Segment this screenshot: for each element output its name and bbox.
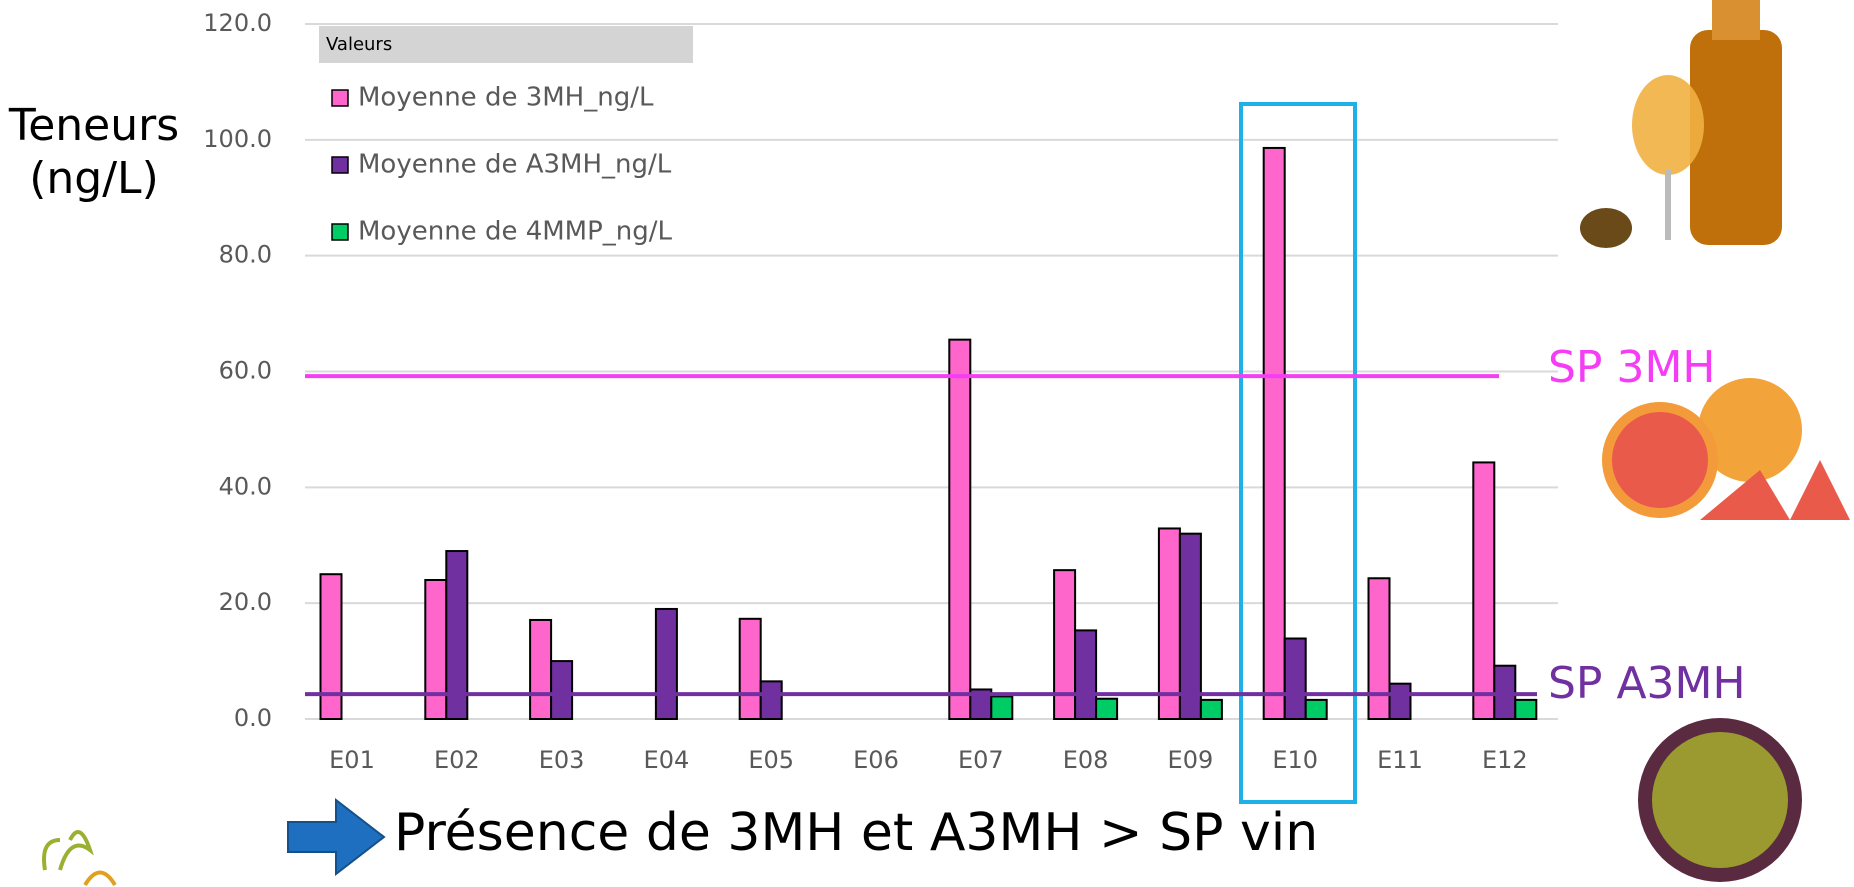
legend-label: Moyenne de 4MMP_ng/L	[358, 217, 673, 247]
x-tick-label: E09	[1168, 746, 1214, 774]
legend-swatch	[331, 89, 349, 107]
grapefruit-flesh	[1612, 412, 1708, 508]
bar	[445, 550, 469, 721]
highlight-box	[1239, 102, 1357, 804]
passion-fruit-flesh	[1652, 732, 1788, 868]
bar	[654, 607, 678, 720]
legend-swatch	[331, 156, 349, 174]
bar	[1472, 461, 1496, 720]
grapefruit-slice	[1790, 460, 1850, 520]
bar	[759, 680, 783, 721]
bar	[1367, 577, 1391, 721]
reference-label: SP 3MH	[1548, 342, 1716, 393]
x-tick-label: E01	[329, 746, 375, 774]
y-tick-label: 0.0	[234, 704, 272, 732]
bar	[1388, 682, 1412, 721]
bar	[1262, 146, 1286, 721]
logo	[42, 830, 94, 871]
grapefruit-slice	[1700, 470, 1790, 520]
annotation: Présence de 3MH et A3MH > SP vin	[394, 803, 1318, 863]
legend-label: Moyenne de 3MH_ng/L	[358, 83, 654, 113]
bar	[738, 617, 762, 720]
x-tick-label: E08	[1063, 746, 1109, 774]
legend-header	[319, 26, 693, 63]
y-tick-label: 120.0	[203, 9, 272, 37]
x-tick-label: E05	[748, 746, 794, 774]
bar	[990, 695, 1014, 720]
bottle-neck	[1712, 0, 1760, 40]
legend-label: Moyenne de A3MH_ng/L	[358, 150, 672, 180]
annotation-arrow	[287, 797, 386, 877]
grapefruit	[1698, 378, 1802, 482]
y-tick-label: 20.0	[219, 588, 272, 616]
bar	[1053, 569, 1077, 721]
bar	[529, 618, 553, 721]
bar	[1283, 637, 1307, 721]
y-tick-label: 100.0	[203, 125, 272, 153]
bar	[424, 579, 448, 720]
bar	[1157, 527, 1181, 720]
bottle	[1690, 30, 1782, 245]
decorations	[42, 0, 1850, 887]
bar	[1199, 698, 1223, 721]
legend-swatch	[331, 223, 349, 241]
x-tick-label: E07	[958, 746, 1004, 774]
bar	[1074, 629, 1098, 721]
plot-area	[305, 23, 1558, 720]
logo	[83, 870, 117, 887]
y-axis-title: Teneurs (ng/L)	[8, 100, 180, 204]
y-tick-label: 60.0	[219, 357, 272, 385]
legend-title: Valeurs	[326, 34, 392, 55]
chestnut	[1580, 208, 1632, 248]
x-tick-label: E11	[1377, 746, 1423, 774]
bar	[550, 660, 574, 720]
y-tick-label: 40.0	[219, 472, 272, 500]
x-tick-label: E04	[644, 746, 690, 774]
bar	[1178, 532, 1202, 721]
bar	[319, 573, 343, 720]
x-tick-label: E02	[434, 746, 480, 774]
x-tick-label: E12	[1482, 746, 1528, 774]
x-tick-label: E06	[853, 746, 899, 774]
bar	[1304, 698, 1328, 721]
x-tick-label: E03	[539, 746, 585, 774]
bar	[1095, 697, 1119, 721]
bar	[948, 338, 972, 720]
reference-label: SP A3MH	[1548, 658, 1746, 709]
bar	[1514, 698, 1538, 721]
y-tick-label: 80.0	[219, 241, 272, 269]
x-tick-label: E10	[1272, 746, 1318, 774]
glass-stem	[1665, 170, 1671, 240]
glass	[1632, 75, 1704, 175]
